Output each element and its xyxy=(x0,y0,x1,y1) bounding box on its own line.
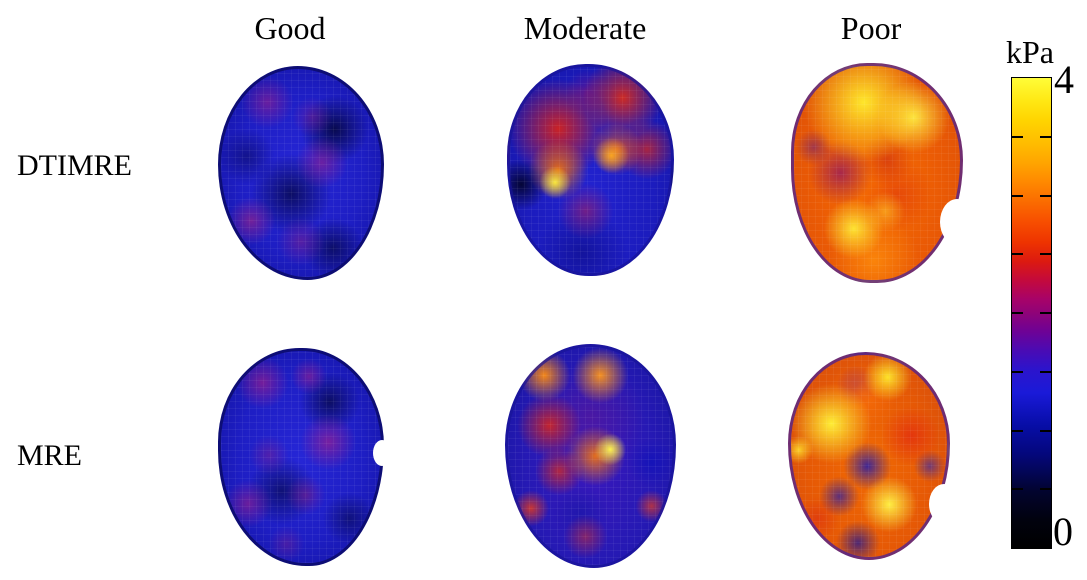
colorbar-tick xyxy=(1040,253,1051,256)
colorbar xyxy=(1011,77,1052,549)
heatmap-mre-good xyxy=(218,348,391,566)
colorbar-tick xyxy=(1012,253,1023,256)
colorbar-max-tick-label: 4 xyxy=(1054,57,1074,102)
colorbar-unit-label: kPa xyxy=(1006,34,1054,70)
column-header-good: Good xyxy=(254,10,326,46)
colorbar-tick xyxy=(1040,194,1051,197)
colorbar-tick xyxy=(1040,312,1051,314)
colorbar-tick xyxy=(1012,135,1023,138)
row-label-mre: MRE xyxy=(17,439,83,472)
row-label-dtimre: DTIMRE xyxy=(17,149,132,182)
heatmap-mre-moderate xyxy=(505,344,676,568)
colorbar-tick xyxy=(1012,194,1023,197)
column-header-moderate: Moderate xyxy=(523,10,647,46)
heatmap-dtimre-moderate xyxy=(507,64,674,276)
colorbar-tick xyxy=(1012,312,1023,314)
colorbar-tick xyxy=(1040,370,1051,373)
colorbar-tick xyxy=(1012,429,1023,432)
colorbar-tick xyxy=(1040,135,1051,138)
colorbar-tick xyxy=(1012,488,1023,491)
colorbar-tick xyxy=(1040,488,1051,491)
heatmap-dtimre-poor xyxy=(791,63,974,283)
column-header-poor: Poor xyxy=(840,10,902,46)
heatmap-dtimre-good xyxy=(218,66,384,280)
colorbar-tick xyxy=(1040,429,1051,432)
colorbar-tick xyxy=(1012,370,1023,373)
colorbar-min-tick-label: 0 xyxy=(1053,509,1073,554)
heatmap-mre-poor xyxy=(788,352,959,560)
